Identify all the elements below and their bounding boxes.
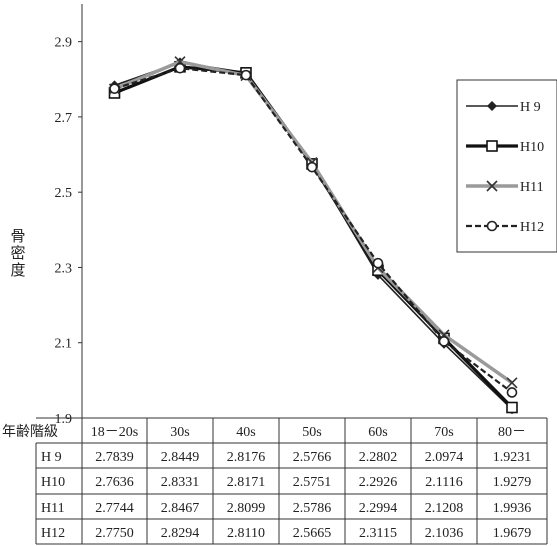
series-line — [113, 65, 514, 409]
series-h9 — [109, 57, 517, 415]
table-cell: 2.7636 — [95, 475, 134, 490]
table-series-name: H12 — [41, 526, 65, 541]
legend-marker — [486, 180, 498, 192]
category-label: 70s — [434, 425, 453, 440]
table-cell: 2.8110 — [227, 526, 265, 541]
legend-box — [456, 79, 557, 253]
y-tick-label: 2.5 — [55, 186, 73, 201]
table-cell: 2.7744 — [95, 501, 134, 516]
series-line — [114, 67, 513, 394]
data-point — [506, 401, 518, 414]
data-point — [506, 387, 518, 398]
data-table-grid — [35, 417, 548, 545]
data-point — [372, 257, 384, 269]
table-cell: 2.8331 — [161, 475, 200, 490]
data-point — [240, 69, 252, 81]
table-cell: 2.1116 — [425, 475, 462, 490]
category-label: 18－20s — [91, 425, 138, 440]
table-cell: 2.5766 — [293, 450, 332, 465]
data-point — [109, 83, 120, 94]
legend-marker — [487, 101, 497, 111]
legend-marker — [486, 220, 498, 232]
y-tick-label: 2.3 — [55, 261, 73, 276]
series-line — [113, 59, 514, 385]
table-cell: 2.8294 — [161, 526, 200, 541]
legend-label: H 9 — [520, 100, 541, 115]
category-label: 30s — [170, 425, 189, 440]
y-tick-label: 2.7 — [55, 111, 73, 126]
legend: H 9 H10 H11 H12 — [456, 79, 557, 253]
table-cell: 2.1036 — [425, 526, 464, 541]
table-cell: 2.8176 — [227, 450, 266, 465]
y-axis-label-char: 骨 — [10, 229, 25, 245]
category-label: 50s — [302, 425, 321, 440]
table-cell: 2.8467 — [161, 501, 200, 516]
data-point — [174, 62, 186, 74]
table-cell: 2.0974 — [425, 450, 464, 465]
y-tick-label: 1.9 — [55, 412, 73, 427]
table-row-header: 年齢階級 — [2, 424, 58, 440]
y-axis-label-char: 度 — [10, 262, 25, 279]
series-h10 — [108, 61, 518, 414]
category-label: 40s — [236, 425, 255, 440]
legend-label: H12 — [520, 220, 544, 235]
category-label: 60s — [368, 425, 387, 440]
table-cell: 2.5786 — [293, 501, 332, 516]
table-cell: 2.8171 — [227, 475, 266, 490]
table-cell: 2.3115 — [359, 526, 397, 541]
y-axis-label-char: 密 — [10, 245, 25, 262]
table-cell: 2.7750 — [95, 526, 134, 541]
table-cell: 2.1208 — [425, 501, 464, 516]
y-tick-label: 2.1 — [55, 337, 73, 352]
table-cell: 2.7839 — [95, 450, 134, 465]
table-cell: 2.8099 — [227, 501, 266, 516]
data-point — [506, 377, 518, 389]
table-cell: 1.9679 — [493, 526, 532, 541]
legend-label: H10 — [520, 140, 544, 155]
table-cell: 2.2994 — [359, 501, 398, 516]
table-cell: 1.9231 — [493, 450, 532, 465]
table-cell: 2.5665 — [293, 526, 332, 541]
legend-label: H11 — [520, 180, 544, 195]
series-h11 — [108, 56, 518, 389]
table-series-name: H11 — [41, 501, 65, 516]
y-tick-label: 2.9 — [55, 36, 73, 51]
table-cell: 1.9279 — [493, 475, 532, 490]
legend-marker — [486, 140, 498, 152]
table-series-name: H10 — [41, 475, 65, 490]
data-point — [306, 161, 318, 173]
table-cell: 2.8449 — [161, 450, 200, 465]
category-label: 80－ — [498, 425, 526, 440]
series-h12 — [109, 62, 518, 398]
table-cell: 2.2926 — [359, 475, 398, 490]
table-cell: 2.2802 — [359, 450, 398, 465]
data-point — [438, 336, 450, 347]
table-cell: 1.9936 — [493, 501, 532, 516]
table-cell: 2.5751 — [293, 475, 332, 490]
series-line — [114, 61, 513, 410]
table-series-name: H 9 — [41, 450, 62, 465]
